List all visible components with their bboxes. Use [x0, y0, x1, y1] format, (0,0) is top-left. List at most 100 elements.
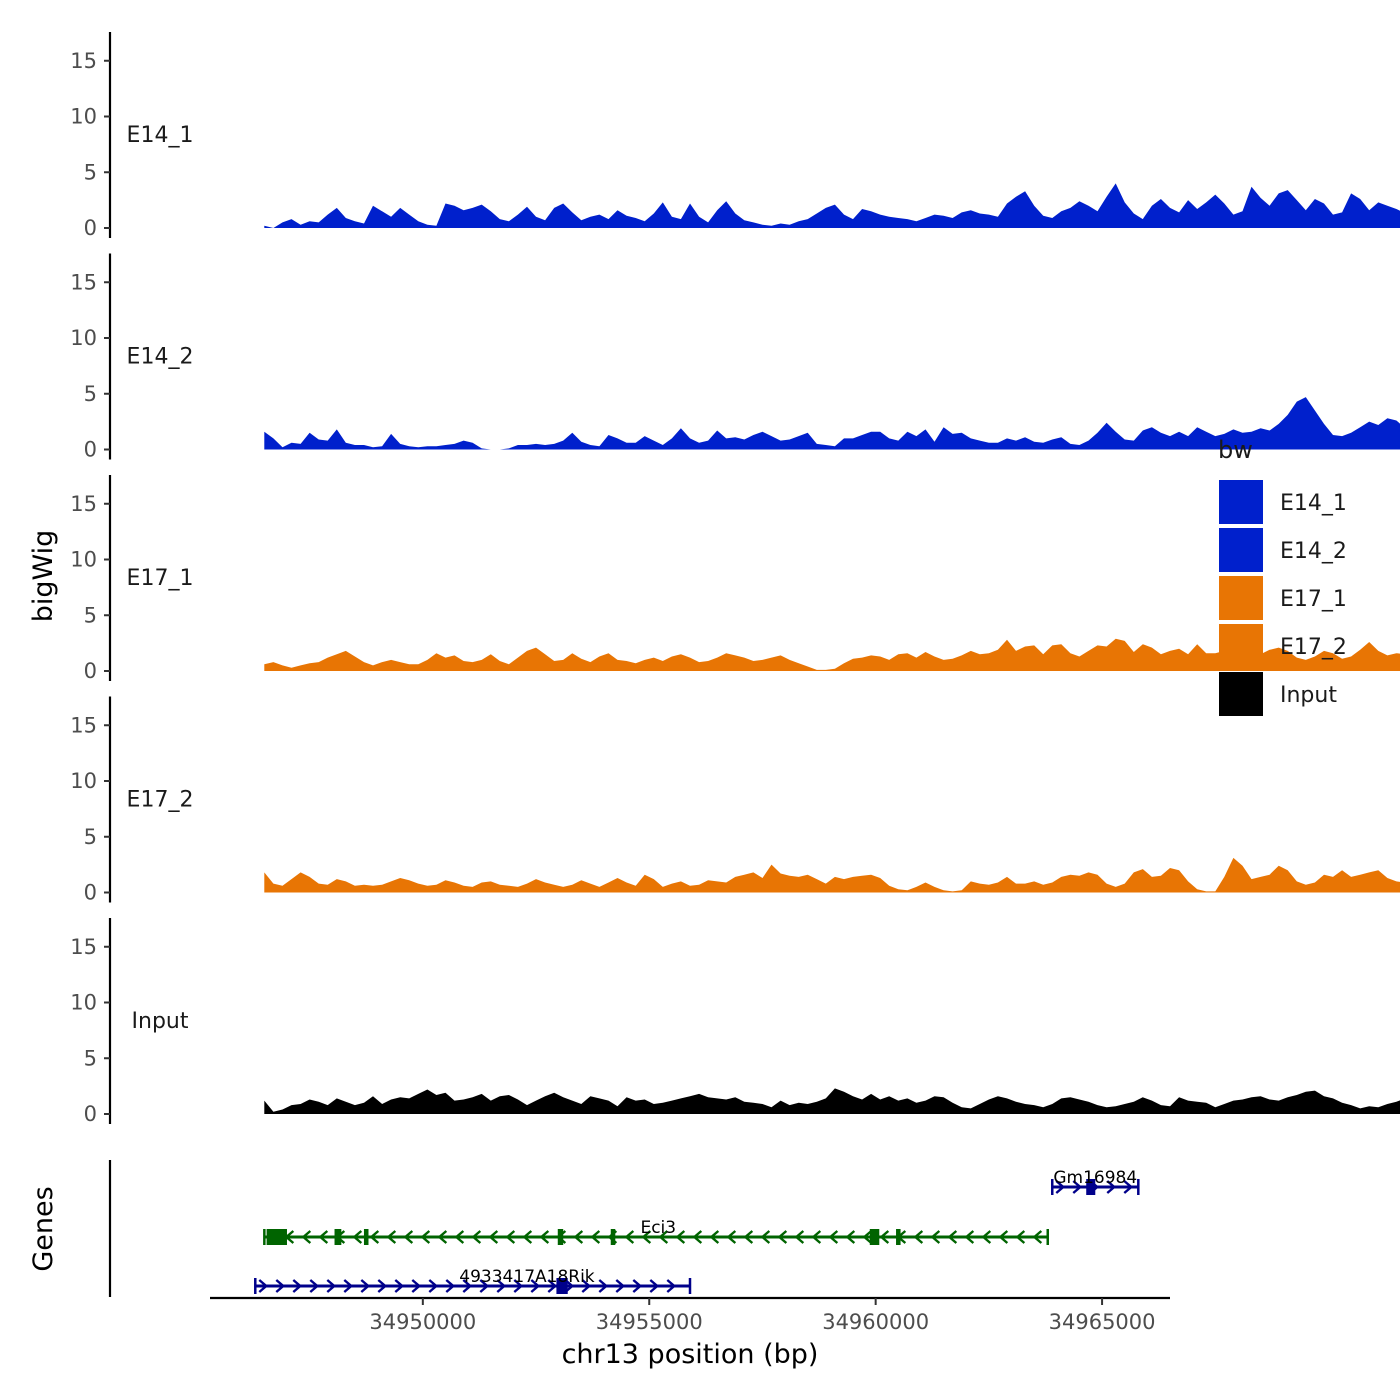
exon-Eci3 — [896, 1229, 901, 1245]
gene-label-Gm16984: Gm16984 — [1053, 1168, 1137, 1188]
exon-Eci3 — [610, 1229, 616, 1245]
strand-chevron-Eci3 — [471, 1230, 482, 1244]
exon-Eci3 — [557, 1229, 564, 1245]
x-axis-title: chr13 position (bp) — [562, 1339, 819, 1370]
strand-chevron-4933417A18Rik — [649, 1279, 660, 1293]
strand-chevron-Eci3 — [369, 1230, 380, 1244]
strand-chevron-4933417A18Rik — [632, 1279, 643, 1293]
y-tick-label-Input-10: 10 — [70, 991, 97, 1015]
strand-chevron-Gm16984 — [1123, 1180, 1134, 1194]
strand-chevron-Gm16984 — [1055, 1180, 1066, 1194]
x-tick-label-34965000: 34965000 — [1049, 1310, 1156, 1334]
gene-4933417A18Rik: 4933417A18Rik — [254, 1267, 692, 1294]
strand-chevron-4933417A18Rik — [258, 1279, 269, 1293]
y-tick-label-E17_2-5: 5 — [84, 825, 97, 849]
gene-label-Eci3: Eci3 — [640, 1218, 676, 1238]
strand-chevron-4933417A18Rik — [547, 1279, 558, 1293]
y-tick-label-E17_2-0: 0 — [84, 881, 97, 905]
y-tick-label-E14_2-15: 15 — [70, 270, 97, 294]
gene-Gm16984: Gm16984 — [1051, 1168, 1140, 1195]
strand-chevron-Eci3 — [913, 1230, 924, 1244]
strand-chevron-Eci3 — [590, 1230, 601, 1244]
strand-chevron-4933417A18Rik — [411, 1279, 422, 1293]
strand-chevron-Eci3 — [301, 1230, 312, 1244]
legend-label-E17_1: E17_1 — [1280, 587, 1347, 612]
strand-chevron-Eci3 — [930, 1230, 941, 1244]
track-label-E17_1: E17_1 — [127, 566, 194, 591]
track-Input: 0 5 10 15 Input — [70, 918, 1400, 1126]
exon-4933417A18Rik — [556, 1278, 568, 1294]
y-tick-label-E14_1-10: 10 — [70, 105, 97, 129]
strand-chevron-4933417A18Rik — [309, 1279, 320, 1293]
coverage-area-E17_2 — [264, 857, 1400, 893]
strand-chevron-Eci3 — [624, 1230, 635, 1244]
strand-chevron-4933417A18Rik — [496, 1279, 507, 1293]
y-tick-label-E14_1-15: 15 — [70, 49, 97, 73]
track-E14_2: 0 5 10 15 E14_2 — [70, 253, 1400, 462]
strand-chevron-4933417A18Rik — [598, 1279, 609, 1293]
strand-chevron-Eci3 — [675, 1230, 686, 1244]
strand-chevron-4933417A18Rik — [513, 1279, 524, 1293]
y-tick-label-E14_1-0: 0 — [84, 216, 97, 240]
strand-chevron-Eci3 — [1015, 1230, 1026, 1244]
strand-chevron-Eci3 — [947, 1230, 958, 1244]
strand-chevron-4933417A18Rik — [615, 1279, 626, 1293]
strand-chevron-Eci3 — [743, 1230, 754, 1244]
strand-chevron-4933417A18Rik — [581, 1279, 592, 1293]
coverage-area-E14_2 — [264, 397, 1400, 450]
strand-chevron-4933417A18Rik — [666, 1279, 677, 1293]
y-tick-label-E14_2-10: 10 — [70, 326, 97, 350]
legend-key-E14_1 — [1219, 480, 1263, 524]
genes-panel: Gm16984 Eci3 4933417A18Rik — [108, 1160, 1140, 1297]
strand-chevron-Eci3 — [862, 1230, 873, 1244]
y-tick-label-E17_1-5: 5 — [84, 603, 97, 627]
strand-chevron-Eci3 — [828, 1230, 839, 1244]
legend: bw E14_1 E14_2 E17_1 E17_2 Input — [1218, 436, 1347, 716]
y-tick-label-E17_1-10: 10 — [70, 548, 97, 572]
strand-chevron-4933417A18Rik — [428, 1279, 439, 1293]
y-tick-label-Input-0: 0 — [84, 1102, 97, 1126]
y-tick-label-E17_1-0: 0 — [84, 659, 97, 683]
legend-key-E14_2 — [1219, 528, 1263, 572]
strand-chevron-Eci3 — [998, 1230, 1009, 1244]
legend-key-E17_1 — [1219, 576, 1263, 620]
exon-Eci3 — [869, 1229, 880, 1245]
strand-chevron-Gm16984 — [1106, 1180, 1117, 1194]
strand-chevron-Eci3 — [352, 1230, 363, 1244]
track-E14_1: 0 5 10 15 E14_1 — [70, 32, 1400, 240]
x-axis: 34950000 34955000 34960000 34965000 — [210, 1296, 1170, 1334]
y-tick-label-E17_1-15: 15 — [70, 492, 97, 516]
legend-label-E17_2: E17_2 — [1280, 635, 1347, 660]
coverage-area-Input — [264, 1088, 1400, 1114]
x-tick-label-34955000: 34955000 — [596, 1310, 703, 1334]
y-axis-title: bigWig — [28, 530, 59, 623]
strand-chevron-Eci3 — [641, 1230, 652, 1244]
strand-chevron-4933417A18Rik — [360, 1279, 371, 1293]
legend-key-E17_2 — [1219, 624, 1263, 668]
exon-Eci3 — [266, 1229, 287, 1245]
strand-chevron-Eci3 — [794, 1230, 805, 1244]
strand-chevron-Eci3 — [403, 1230, 414, 1244]
strand-chevron-Eci3 — [573, 1230, 584, 1244]
x-tick-label-34960000: 34960000 — [822, 1310, 929, 1334]
track-E17_1: 0 5 10 15 E17_1 — [70, 475, 1400, 683]
y-tick-label-E14_2-0: 0 — [84, 438, 97, 462]
track-E17_2: 0 5 10 15 E17_2 — [70, 696, 1400, 905]
strand-chevron-Eci3 — [1032, 1230, 1043, 1244]
exon-Eci3 — [363, 1229, 369, 1245]
strand-chevron-4933417A18Rik — [343, 1279, 354, 1293]
strand-chevron-4933417A18Rik — [462, 1279, 473, 1293]
y-tick-label-Input-5: 5 — [84, 1046, 97, 1070]
strand-chevron-Eci3 — [522, 1230, 533, 1244]
track-label-Input: Input — [132, 1009, 189, 1034]
y-tick-label-E17_2-15: 15 — [70, 713, 97, 737]
strand-chevron-Eci3 — [318, 1230, 329, 1244]
legend-label-Input: Input — [1280, 683, 1337, 708]
strand-chevron-Eci3 — [845, 1230, 856, 1244]
strand-chevron-Gm16984 — [1072, 1180, 1083, 1194]
strand-chevron-4933417A18Rik — [326, 1279, 337, 1293]
coverage-area-E14_1 — [264, 183, 1400, 228]
strand-chevron-4933417A18Rik — [377, 1279, 388, 1293]
exon-Gm16984 — [1086, 1179, 1096, 1195]
